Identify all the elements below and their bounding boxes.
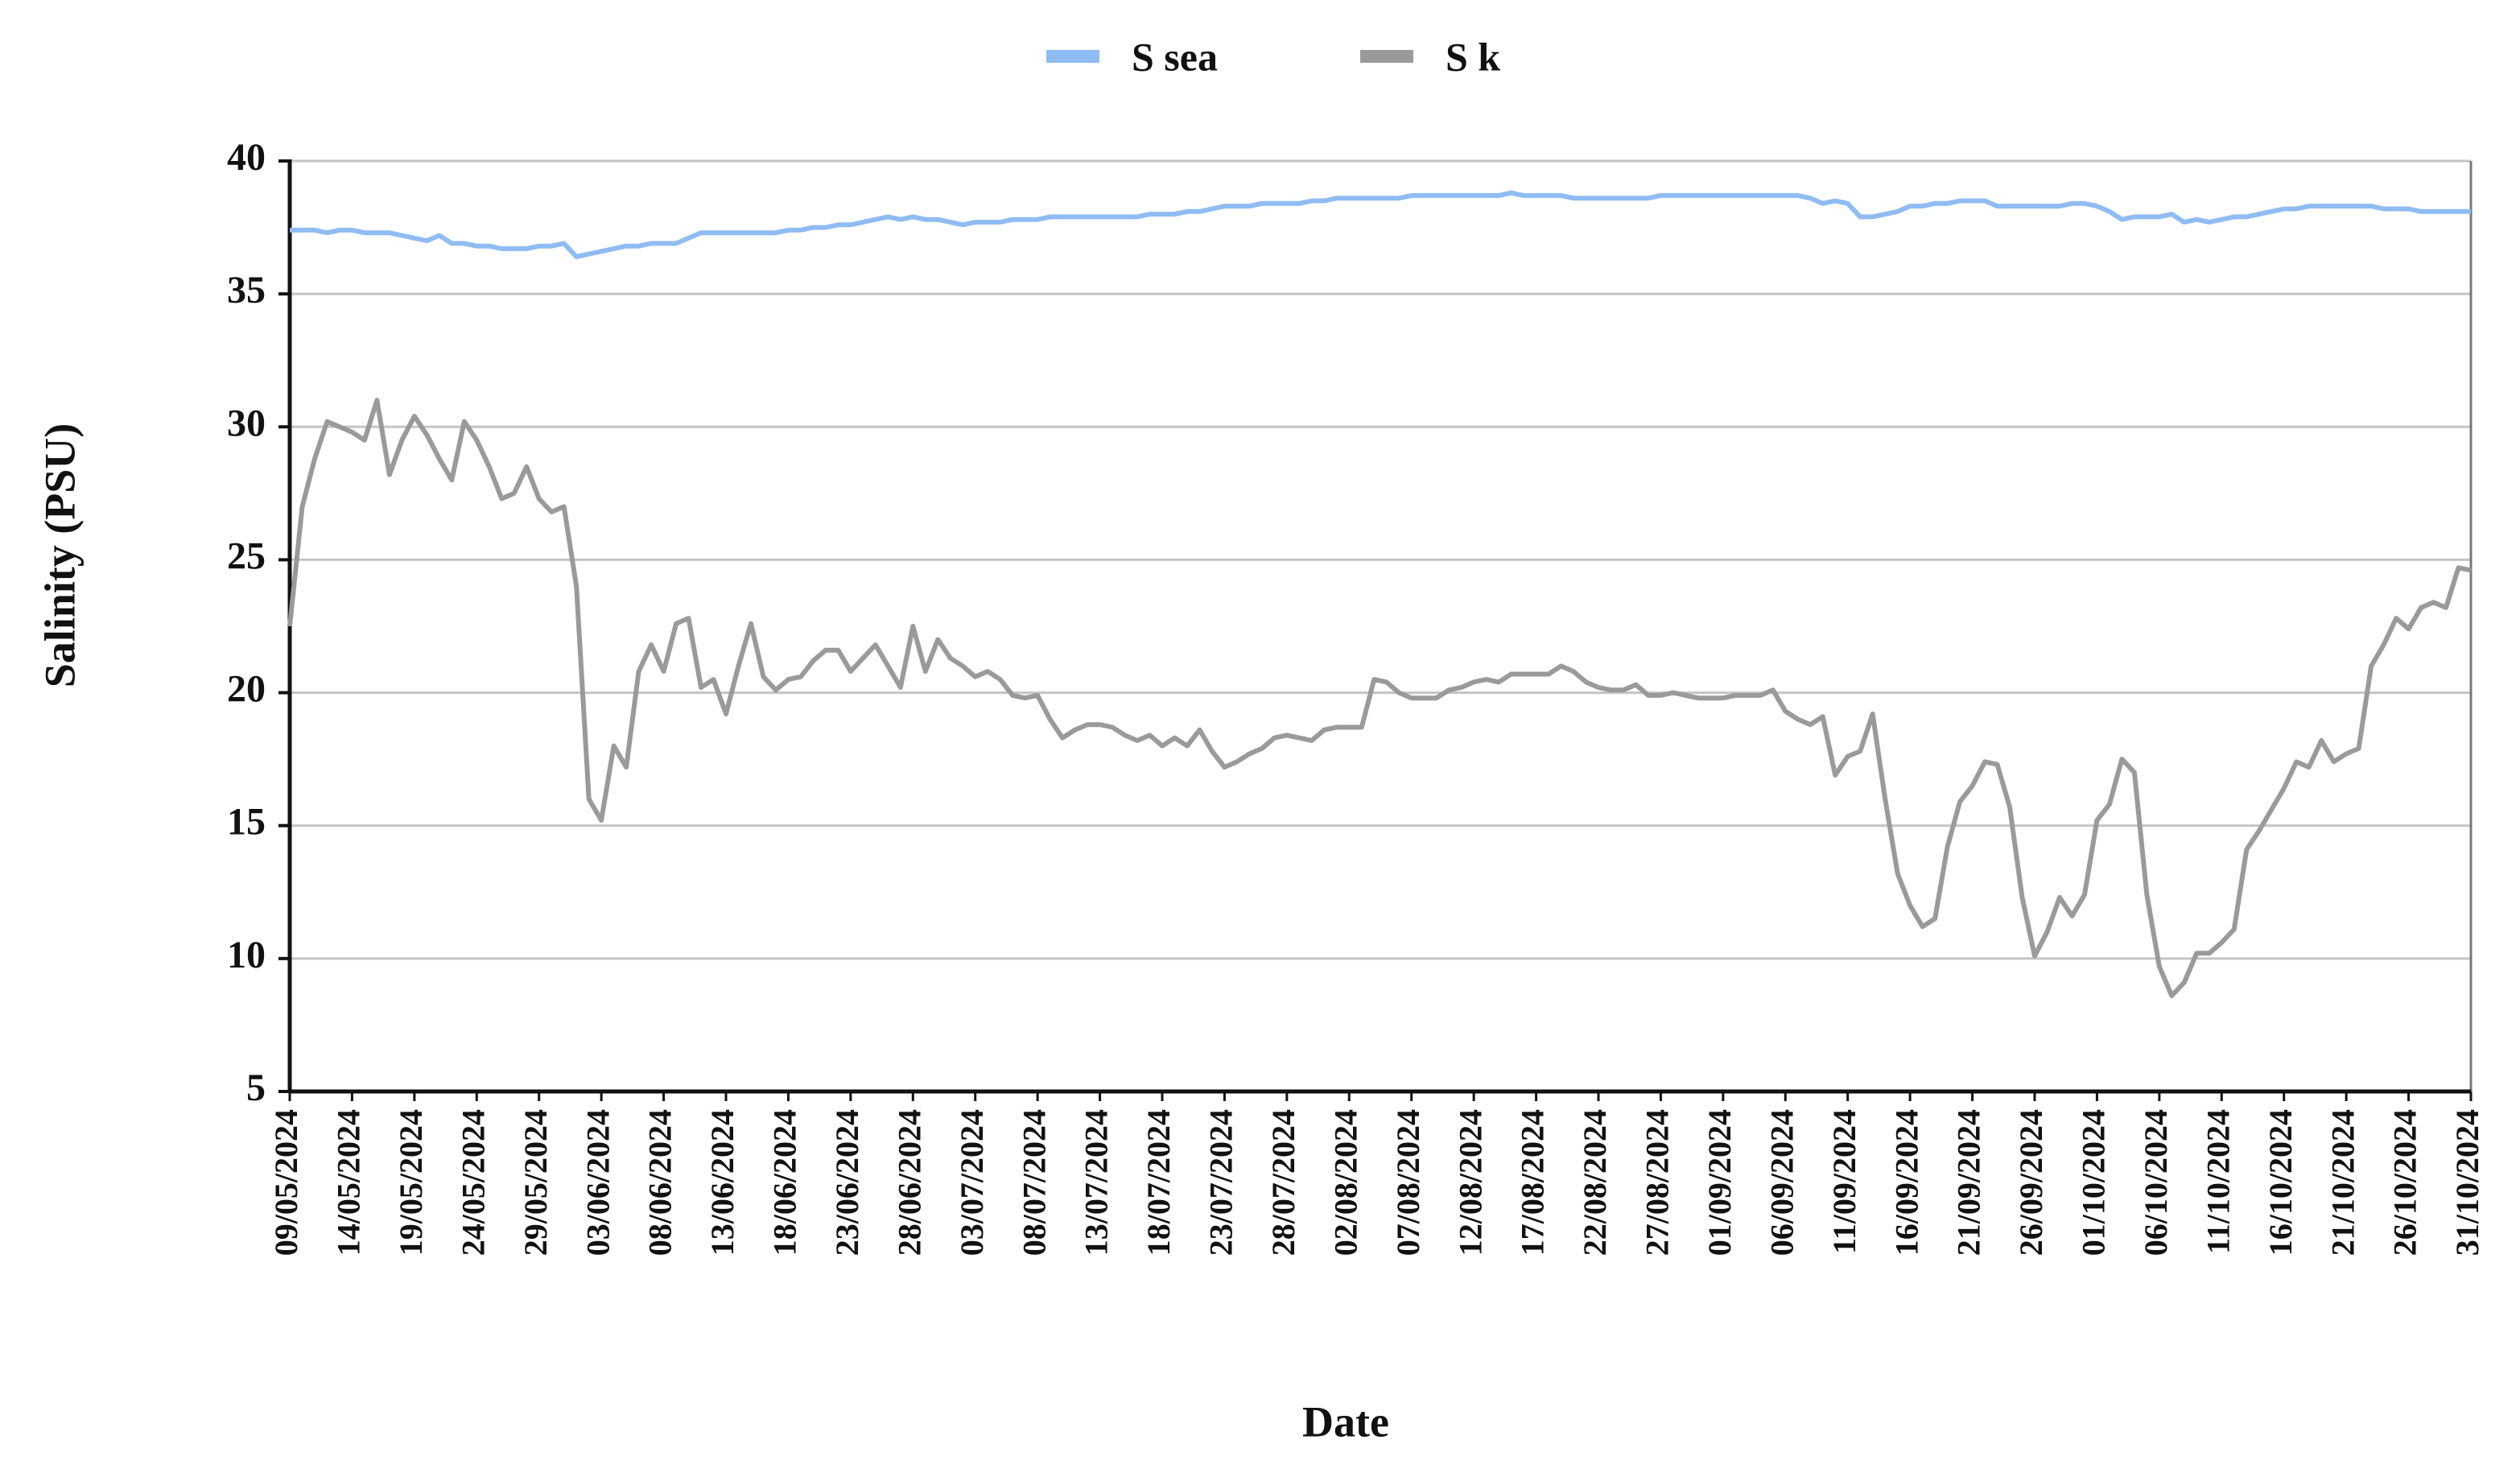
y-tick-label: 35 [227,269,266,312]
x-tick-label: 11/09/2024 [1826,1109,1862,1254]
x-tick-label: 23/06/2024 [829,1109,865,1256]
x-tick-label: 26/10/2024 [2387,1109,2423,1256]
legend-label: S sea [1132,34,1218,79]
y-axis-title: Salinity (PSU) [35,423,84,688]
x-tick-label: 13/06/2024 [704,1109,740,1256]
x-tick-label: 27/08/2024 [1639,1109,1676,1256]
x-tick-label: 28/06/2024 [891,1109,927,1256]
x-tick-label: 06/09/2024 [1763,1109,1800,1256]
x-tick-label: 16/10/2024 [2262,1109,2299,1256]
y-tick-label: 15 [227,801,266,844]
x-tick-label: 16/09/2024 [1888,1109,1924,1256]
x-tick-label: 03/07/2024 [954,1109,990,1256]
x-tick-label: 23/07/2024 [1203,1109,1239,1256]
x-axis-title: Date [1302,1397,1389,1446]
legend-swatch [1046,50,1099,63]
x-tick-label: 31/10/2024 [2449,1109,2485,1256]
y-tick-label: 5 [246,1067,266,1109]
legend-label: S k [1446,34,1500,79]
x-tick-label: 19/05/2024 [393,1109,429,1256]
x-tick-label: 21/09/2024 [1951,1109,1987,1256]
x-tick-label: 01/09/2024 [1701,1109,1738,1256]
x-tick-label: 01/10/2024 [2076,1109,2112,1256]
x-tick-label: 09/05/2024 [268,1109,304,1256]
x-tick-label: 26/09/2024 [2013,1109,2049,1256]
x-tick-label: 07/08/2024 [1390,1109,1426,1256]
x-tick-label: 29/05/2024 [518,1109,554,1256]
x-tick-label: 21/10/2024 [2324,1109,2361,1256]
x-tick-label: 12/08/2024 [1452,1109,1488,1256]
x-tick-label: 22/08/2024 [1577,1109,1613,1256]
x-tick-label: 18/07/2024 [1140,1109,1177,1256]
legend-swatch [1360,50,1413,63]
y-tick-label: 30 [227,402,266,444]
series-line [287,398,2472,999]
series-line [290,190,2471,259]
x-tick-label: 08/07/2024 [1016,1109,1052,1256]
x-tick-label: 18/06/2024 [767,1109,803,1256]
x-tick-label: 02/08/2024 [1327,1109,1363,1256]
x-tick-label: 28/07/2024 [1265,1109,1301,1256]
y-tick-label: 20 [227,668,266,711]
x-tick-label: 06/10/2024 [2138,1109,2174,1256]
y-tick-label: 40 [227,136,266,179]
x-tick-label: 13/07/2024 [1079,1109,1115,1256]
y-tick-label: 25 [227,534,266,577]
x-tick-label: 03/06/2024 [579,1109,616,1256]
y-tick-label: 10 [227,934,266,976]
x-tick-label: 24/05/2024 [455,1109,491,1256]
x-tick-label: 17/08/2024 [1515,1109,1551,1256]
x-tick-label: 14/05/2024 [331,1109,367,1256]
x-tick-label: 08/06/2024 [642,1109,678,1256]
x-tick-label: 11/10/2024 [2200,1109,2236,1254]
